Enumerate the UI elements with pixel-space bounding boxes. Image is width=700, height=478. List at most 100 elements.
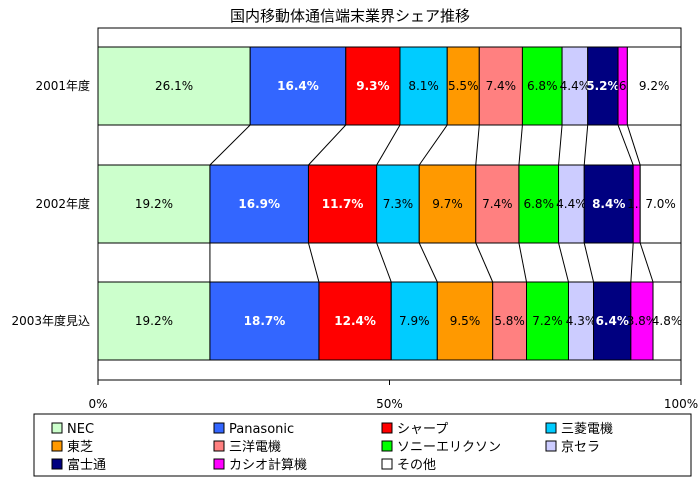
bar-segment [436, 281, 494, 361]
legend-label: 三洋電機 [229, 440, 281, 455]
bars: 26.1% 19.2% 19.2% 16.4% 16.9% 18.7% 9.3% 11.7% 1… [97, 46, 683, 361]
series-line [308, 124, 347, 166]
data-label: 4.3% [566, 314, 597, 328]
data-label: 4.4% [560, 79, 591, 93]
legend-swatch [381, 422, 393, 434]
category-label: 2001年度 [35, 78, 90, 93]
data-label: 16.9% [238, 197, 280, 211]
legend-swatch [213, 440, 225, 452]
series-line [583, 124, 589, 166]
bar-segment [652, 281, 682, 361]
data-label: 9.7% [432, 197, 463, 211]
bar-segment [626, 46, 682, 126]
series-line [307, 242, 320, 283]
bar-segment [390, 281, 438, 361]
bar-segment [318, 281, 392, 361]
legend-swatch [51, 440, 63, 452]
data-label: 9.5% [450, 314, 481, 328]
bar-segment [587, 46, 619, 126]
data-label: 19.2% [135, 314, 173, 328]
data-label: 6.8% [523, 197, 554, 211]
bar-segment [475, 164, 520, 244]
legend-swatch [545, 440, 557, 452]
series-line [418, 124, 448, 166]
legend-swatch [51, 422, 63, 434]
data-label: 7.3% [383, 197, 414, 211]
data-label: 5.2% [586, 79, 619, 93]
series-line [630, 242, 634, 283]
bar-segment [376, 164, 420, 244]
bar-segment [518, 164, 560, 244]
series-line [376, 124, 401, 166]
data-label: 16.4% [277, 79, 319, 93]
bar-segment [345, 46, 401, 126]
series-line [617, 124, 634, 166]
legend-swatch [213, 422, 225, 434]
data-label: 9.2% [639, 79, 670, 93]
data-label: 8.4% [592, 197, 625, 211]
x-ticks: 0% 50% 100% [88, 380, 698, 411]
series-line [475, 242, 494, 283]
data-label: 18.7% [244, 314, 286, 328]
legend-swatch [545, 422, 557, 434]
legend-swatch [381, 458, 393, 470]
data-label: 4.4% [556, 197, 587, 211]
data-label: 8.1% [408, 79, 439, 93]
data-label: 11.7% [322, 197, 364, 211]
x-tick-label: 0% [88, 397, 107, 411]
legend-label: NEC [67, 422, 94, 437]
series-line [558, 242, 569, 283]
data-label: 5.8% [494, 314, 525, 328]
legend-label: ソニーエリクソン [397, 440, 501, 455]
bar-segment [558, 164, 585, 244]
legend-label: Panasonic [229, 422, 294, 437]
legend-label: その他 [397, 458, 436, 473]
bar-segment [561, 46, 589, 126]
series-line [518, 242, 527, 283]
data-label: 3.8% [627, 314, 658, 328]
bar-segment [526, 281, 569, 361]
legend-label: シャープ [397, 422, 448, 437]
bar-segment [97, 46, 251, 126]
series-line [475, 124, 480, 166]
data-label: 6.4% [596, 314, 629, 328]
bar-segment [478, 46, 523, 126]
series-connectors [209, 124, 654, 283]
bar-segment [639, 164, 682, 244]
data-label: 7.4% [486, 79, 517, 93]
series-line [558, 124, 563, 166]
legend-label: カシオ計算機 [229, 457, 307, 473]
data-label: 7.9% [399, 314, 430, 328]
category-label: 2003年度見込 [11, 313, 90, 328]
bar-segment [492, 281, 528, 361]
x-tick-label: 50% [376, 397, 403, 411]
data-label: 7.2% [532, 314, 563, 328]
bar-segment [399, 46, 448, 126]
bar-segment [209, 164, 309, 244]
series-line [376, 242, 392, 283]
data-label: 5.5% [448, 79, 479, 93]
legend-box [33, 413, 692, 477]
legend-label: 三菱電機 [561, 422, 613, 437]
legend-label: 京セラ [561, 440, 600, 455]
x-tick-label: 100% [664, 397, 698, 411]
series-line [209, 124, 251, 166]
series-line [583, 242, 595, 283]
legend-swatch [381, 440, 393, 452]
category-label: 2002年度 [35, 196, 90, 211]
data-label: 7.0% [645, 197, 676, 211]
data-label: 26.1% [155, 79, 193, 93]
category-labels: 2001年度 2002年度 2003年度見込 [11, 78, 90, 328]
data-label: 12.4% [334, 314, 376, 328]
data-label: 4.8% [652, 314, 683, 328]
legend-label: 富士通 [67, 457, 106, 473]
series-line [626, 124, 641, 166]
legend-label: 東芝 [67, 439, 93, 455]
bar-segment [446, 46, 480, 126]
legend-swatch [51, 458, 63, 470]
data-label: 6.8% [527, 79, 558, 93]
data-label: 6 [619, 79, 627, 93]
series-line [518, 124, 523, 166]
